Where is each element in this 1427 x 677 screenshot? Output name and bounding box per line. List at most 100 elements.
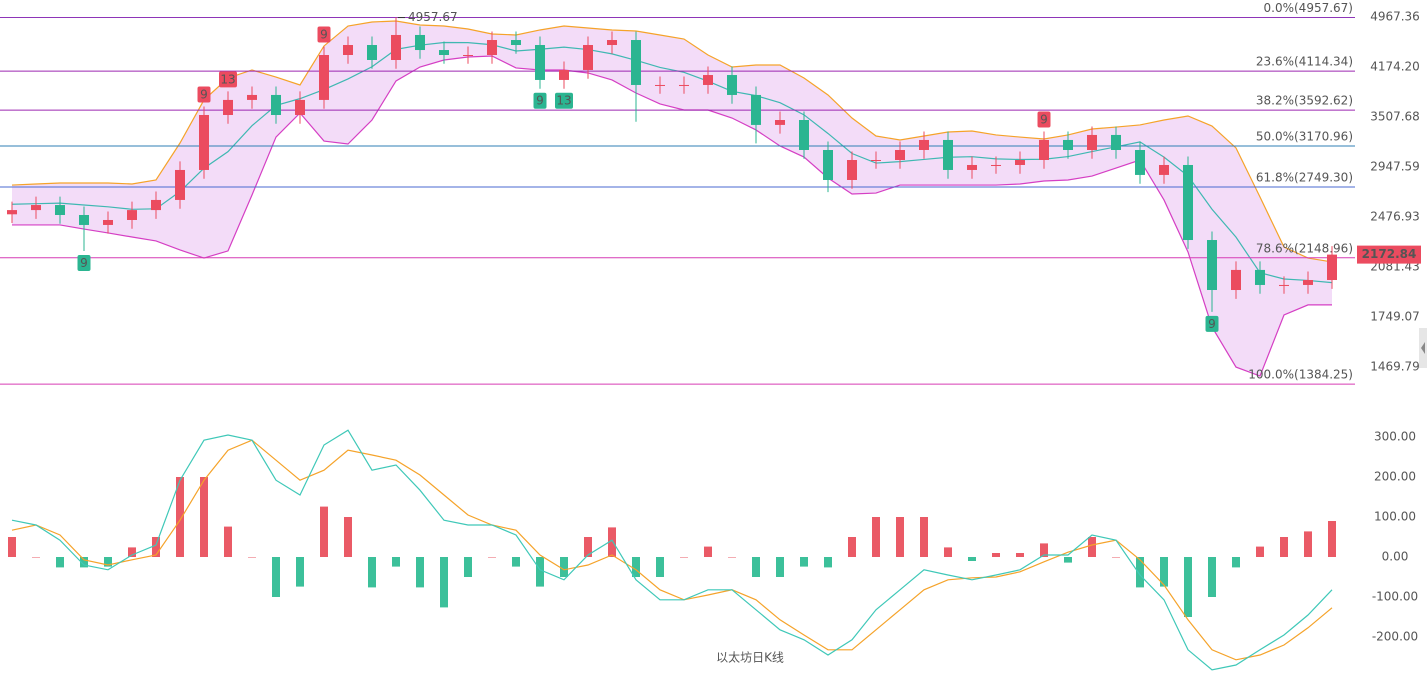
macd-hist-bar — [200, 477, 208, 557]
macd-hist-bar — [800, 557, 808, 567]
macd-hist-bar — [248, 557, 256, 558]
candle-body — [1255, 269, 1265, 285]
candle-body — [271, 94, 281, 115]
macd-hist-bar — [512, 557, 520, 567]
scroll-arrow — [1421, 342, 1425, 354]
macd-hist-bar — [536, 557, 544, 587]
candle-body — [655, 84, 665, 86]
macd-hist-bar — [752, 557, 760, 577]
macd-hist-bar — [1136, 557, 1144, 588]
candle-body — [463, 55, 473, 57]
macd-hist-bar — [1016, 553, 1024, 557]
td-marker-label: 9 — [320, 27, 328, 41]
macd-hist-bar — [1064, 557, 1072, 563]
td-marker — [77, 255, 91, 272]
macd-hist-bar — [1184, 557, 1192, 617]
candle-body — [583, 45, 593, 70]
candle-body — [559, 69, 569, 80]
macd-hist-bar — [968, 557, 976, 561]
macd-hist-bar — [416, 557, 424, 588]
candle-body — [847, 159, 857, 180]
td-marker — [1205, 315, 1219, 332]
macd-hist-bar — [1088, 537, 1096, 557]
macd-hist-bar — [1040, 543, 1048, 557]
candle-body — [1135, 149, 1145, 175]
candle-body — [31, 205, 41, 211]
peak-label: 4957.67 — [408, 10, 458, 24]
candle-body — [79, 214, 89, 225]
macd-hist-bar — [728, 557, 736, 558]
y-tick-label: 3507.68 — [1370, 109, 1420, 123]
macd-hist-bar — [32, 557, 40, 558]
macd-hist-bar — [944, 547, 952, 557]
macd-hist-bar — [1208, 557, 1216, 597]
y-tick-label: -200.00 — [1372, 630, 1418, 644]
y-tick-label: 4174.20 — [1370, 59, 1420, 73]
candle-body — [895, 149, 905, 160]
candle-body — [871, 159, 881, 161]
fib-label: 0.0%(4957.67) — [1264, 1, 1353, 15]
macd-hist-bar — [872, 517, 880, 557]
candle-body — [775, 120, 785, 125]
candle-body — [1279, 284, 1289, 286]
candle-body — [1015, 159, 1025, 165]
fib-label: 50.0%(3170.96) — [1256, 129, 1353, 143]
macd-hist-bar — [560, 557, 568, 577]
candle-body — [151, 199, 161, 211]
macd-hist-bar — [656, 557, 664, 577]
y-tick-label: 2476.93 — [1370, 209, 1420, 223]
macd-hist-bar — [920, 517, 928, 557]
last-price-tag — [1357, 245, 1421, 264]
candle-body — [535, 45, 545, 80]
candle-body — [247, 94, 257, 100]
candle-body — [1159, 164, 1169, 175]
macd-hist-bar — [344, 517, 352, 557]
y-tick-label: 1469.79 — [1370, 359, 1420, 373]
td-marker — [219, 71, 237, 88]
td-marker — [1037, 111, 1051, 128]
macd-hist-bar — [608, 527, 616, 557]
macd-hist-bar — [584, 537, 592, 557]
candle-body — [823, 149, 833, 180]
macd-hist-bar — [464, 557, 472, 577]
y-tick-label: 4967.36 — [1370, 9, 1420, 23]
fib-label: 78.6%(2148.96) — [1256, 241, 1353, 255]
macd-hist-bar — [56, 557, 64, 568]
macd-hist-bar — [152, 537, 160, 557]
y-tick-label: 0.00 — [1382, 550, 1409, 564]
macd-hist-bar — [176, 477, 184, 557]
candle-body — [1063, 139, 1073, 150]
candle-body — [1111, 134, 1121, 150]
macd-hist-bar — [8, 537, 16, 557]
fib-label: 38.2%(3592.62) — [1256, 94, 1353, 108]
macd-hist-bar — [128, 547, 136, 557]
macd-hist-bar — [224, 526, 232, 557]
candle-body — [919, 139, 929, 150]
y-tick-label: 100.00 — [1374, 510, 1416, 524]
y-tick-label: 200.00 — [1374, 470, 1416, 484]
candle-body — [607, 40, 617, 46]
candle-body — [1327, 254, 1337, 281]
macd-dea-line — [11, 439, 1333, 661]
candle-body — [1303, 280, 1313, 285]
candle-body — [967, 164, 977, 170]
candle-body — [487, 40, 497, 56]
candle-body — [415, 34, 425, 51]
macd-hist-bar — [992, 553, 1000, 557]
candle-body — [511, 40, 521, 46]
y-tick-label: 300.00 — [1374, 430, 1416, 444]
fib-label: 23.6%(4114.34) — [1256, 55, 1353, 69]
macd-hist-bar — [320, 506, 328, 557]
candle-body — [343, 45, 353, 56]
macd-hist-bar — [896, 517, 904, 557]
candle-body — [991, 164, 1001, 166]
last-price-label: 2172.84 — [1362, 247, 1417, 261]
candle-body — [1231, 269, 1241, 291]
candle-body — [295, 99, 305, 115]
candle-body — [703, 75, 713, 85]
td-marker-label: 9 — [80, 256, 88, 270]
candle-body — [1183, 164, 1193, 241]
td-marker-label: 9 — [1208, 317, 1216, 331]
candle-body — [223, 99, 233, 115]
